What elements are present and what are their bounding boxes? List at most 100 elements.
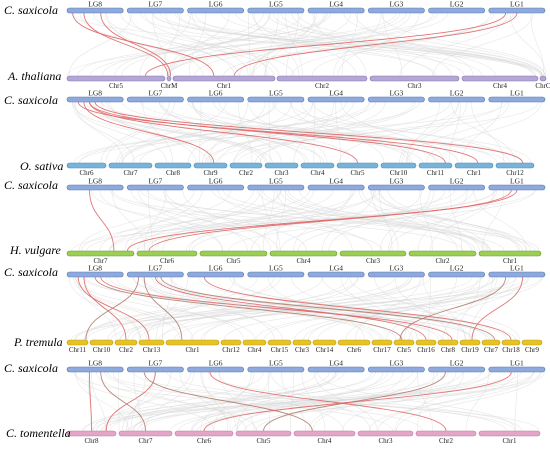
background-link xyxy=(361,189,480,252)
target-row-5-chromosome-bar xyxy=(293,430,356,437)
target-row-5-chromosome-label: Chr2 xyxy=(439,437,454,445)
background-link xyxy=(86,276,431,341)
saxicola-row-5-chromosome-label: LG3 xyxy=(390,359,404,368)
target-row-2-chromosome-bar xyxy=(380,162,417,169)
background-link xyxy=(162,189,261,252)
target-row-3-chromosome-bar xyxy=(269,250,338,257)
saxicola-row-4-chromosome-label: LG4 xyxy=(329,264,343,273)
background-link xyxy=(215,101,539,164)
panel5-species-label: C. tomentella xyxy=(6,426,71,440)
background-link xyxy=(372,189,519,252)
target-row-4-chromosome-bar xyxy=(393,339,415,346)
saxicola-row-3-chromosome-label: LG5 xyxy=(269,177,283,186)
target-row-1-chromosome-label: Chr2 xyxy=(315,82,330,90)
highlight-link xyxy=(77,276,150,341)
background-link xyxy=(343,12,546,77)
background-link xyxy=(146,189,334,252)
saxicola-row-2-chromosome-label: LG8 xyxy=(88,89,102,98)
background-link xyxy=(130,371,147,432)
target-row-4-chromosome-bar xyxy=(371,339,393,346)
highlight-link xyxy=(148,189,512,252)
target-row-5-chromosome-bar xyxy=(66,430,117,437)
saxicola-row-5-chromosome-label: LG5 xyxy=(269,359,283,368)
background-link xyxy=(355,12,474,77)
background-link xyxy=(185,189,377,252)
target-row-4-chromosome-label: Chr13 xyxy=(143,346,161,354)
target-row-1-chromosome-label: ChrM xyxy=(161,82,179,90)
highlight-link xyxy=(72,12,215,77)
saxicola-row-1-chromosome-bar xyxy=(126,7,184,14)
target-row-5-chromosome-bar xyxy=(357,430,414,437)
target-row-2-chromosome-label: Chr3 xyxy=(275,169,290,177)
background-link xyxy=(279,189,473,252)
background-link xyxy=(161,101,306,164)
target-row-4-chromosome-bar xyxy=(89,339,114,346)
saxicola-row-2-chromosome-bar xyxy=(187,96,245,103)
background-link xyxy=(200,371,237,432)
target-row-3-chromosome-bar xyxy=(408,250,477,257)
panel1-species-label: A. thaliana xyxy=(7,69,61,83)
saxicola-row-3-chromosome-bar xyxy=(66,184,124,191)
background-link xyxy=(386,276,517,341)
background-link xyxy=(167,12,328,77)
target-row-4-chromosome-label: Chr19 xyxy=(461,346,479,354)
saxicola-row-4-chromosome-bar xyxy=(247,271,305,278)
background-link xyxy=(151,276,490,341)
background-link xyxy=(286,12,299,77)
background-link xyxy=(236,371,270,432)
target-row-4-chromosome-label: Chr1 xyxy=(186,346,201,354)
panel3-ref-label: C. saxicola xyxy=(4,178,58,192)
background-link xyxy=(403,276,457,341)
saxicola-row-1-chromosome-bar xyxy=(488,7,546,14)
saxicola-row-3-chromosome-label: LG1 xyxy=(510,177,524,186)
saxicola-row-3-chromosome-bar xyxy=(126,184,184,191)
background-link xyxy=(394,371,465,432)
target-row-4-chromosome-bar xyxy=(220,339,242,346)
background-link xyxy=(140,101,524,164)
target-row-4-chromosome-label: Chr9 xyxy=(525,346,540,354)
background-link xyxy=(261,189,281,252)
target-row-2-chromosome-bar xyxy=(193,162,228,169)
background-link xyxy=(268,276,365,341)
target-row-2-chromosome-label: Chr5 xyxy=(351,169,366,177)
target-row-2-chromosome-label: Chr9 xyxy=(204,169,219,177)
highlight-link xyxy=(143,371,313,432)
background-link xyxy=(379,189,431,252)
highlight-link xyxy=(89,101,358,164)
target-row-4-chromosome-bar xyxy=(337,339,371,346)
background-link xyxy=(255,371,534,432)
background-link xyxy=(89,12,397,77)
background-link xyxy=(187,12,543,77)
background-link xyxy=(395,371,541,432)
target-row-4-chromosome-label: Chr3 xyxy=(295,346,310,354)
saxicola-row-2-chromosome-bar xyxy=(66,96,124,103)
background-link xyxy=(191,371,336,432)
background-link xyxy=(238,101,253,164)
target-row-3-chromosome-label: Chr5 xyxy=(227,257,242,265)
target-row-5-chromosome-label: Chr5 xyxy=(257,437,272,445)
background-link xyxy=(71,101,135,164)
background-link xyxy=(83,371,345,432)
target-row-4-chromosome-label: Chr5 xyxy=(397,346,412,354)
highlight-link xyxy=(94,101,524,164)
saxicola-row-1-chromosome-bar xyxy=(66,7,124,14)
saxicola-row-3-chromosome-bar xyxy=(367,184,425,191)
saxicola-row-2-chromosome-bar xyxy=(428,96,486,103)
saxicola-row-3-chromosome-label: LG4 xyxy=(329,177,343,186)
background-link xyxy=(105,276,244,341)
background-link xyxy=(191,101,322,164)
saxicola-row-4-chromosome-label: LG5 xyxy=(269,264,283,273)
saxicola-row-1-chromosome-bar xyxy=(367,7,425,14)
background-link xyxy=(312,371,419,432)
background-link xyxy=(301,101,412,164)
background-link xyxy=(189,189,315,252)
saxicola-row-5-chromosome-bar xyxy=(247,366,305,373)
saxicola-row-3-chromosome-bar xyxy=(187,184,245,191)
background-link xyxy=(182,189,272,252)
target-row-3-chromosome-bar xyxy=(199,250,268,257)
target-row-5-chromosome-bar xyxy=(235,430,292,437)
target-row-4-chromosome-label: Chr12 xyxy=(222,346,240,354)
target-row-2-chromosome-bar xyxy=(66,162,107,169)
saxicola-row-4-chromosome-bar xyxy=(66,271,124,278)
highlighted-synteny-links xyxy=(72,12,524,432)
